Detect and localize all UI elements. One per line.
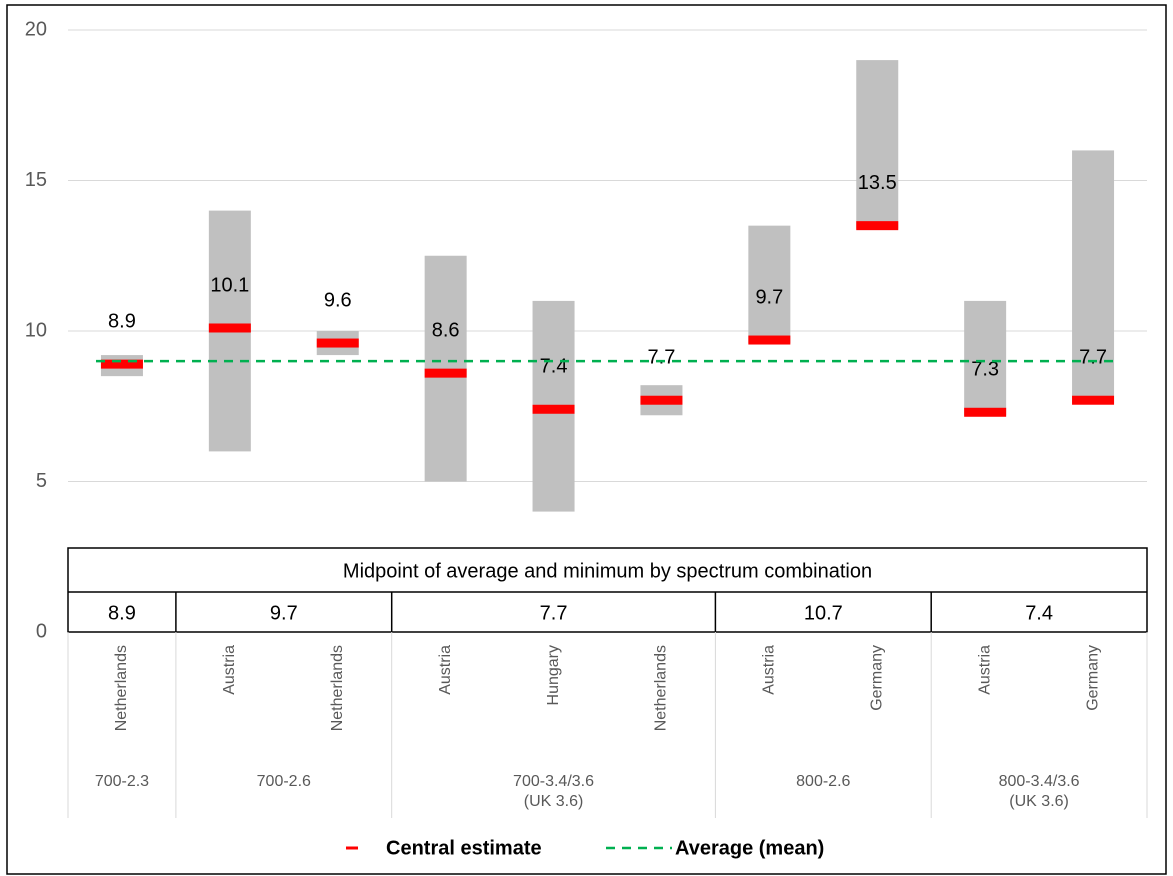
group-label: 800-3.4/3.6 (UK 3.6)	[998, 773, 1080, 810]
group-label: 700-2.6	[256, 773, 311, 790]
category-label: Austria	[437, 645, 454, 695]
data-label: 9.6	[324, 289, 352, 311]
data-label: 7.3	[971, 359, 999, 381]
category-label: Netherlands	[113, 645, 130, 731]
data-label: 7.7	[648, 347, 676, 369]
data-label: 13.5	[858, 172, 897, 194]
central-estimate	[748, 335, 791, 345]
central-estimate	[532, 404, 575, 414]
table-title: Midpoint of average and minimum by spect…	[343, 560, 872, 582]
data-label: 8.9	[108, 310, 136, 332]
group-label: 700-2.3	[94, 773, 150, 790]
category-label: Hungary	[545, 645, 562, 705]
midpoint-value: 10.7	[804, 602, 843, 624]
data-label: 7.4	[540, 356, 568, 378]
y-tick-label: 5	[36, 470, 47, 492]
y-tick-label: 10	[25, 319, 47, 341]
category-label: Germany	[1084, 645, 1101, 711]
y-tick-label: 15	[25, 169, 47, 191]
chart-frame	[6, 4, 1167, 875]
data-label: 8.6	[432, 319, 460, 341]
data-label: 7.7	[1079, 347, 1107, 369]
category-label: Austria	[976, 645, 993, 695]
legend-label: Central estimate	[386, 837, 542, 859]
group-label: 800-2.6	[796, 773, 851, 790]
category-label: Netherlands	[653, 645, 670, 731]
data-label: 9.7	[755, 286, 783, 308]
midpoint-value: 7.4	[1025, 602, 1053, 624]
range-bar	[856, 60, 899, 229]
midpoint-value: 9.7	[270, 602, 298, 624]
data-label: 10.1	[210, 274, 249, 296]
central-estimate	[640, 395, 683, 405]
central-estimate	[316, 338, 359, 348]
central-estimate	[424, 368, 467, 378]
range-bar	[748, 225, 791, 344]
y-tick-label: 20	[25, 18, 47, 40]
central-estimate	[208, 323, 251, 333]
central-estimate	[964, 407, 1007, 417]
range-bar	[964, 300, 1007, 416]
legend-label: Average (mean)	[675, 837, 824, 859]
range-bar	[424, 255, 467, 482]
category-label: Germany	[868, 645, 885, 711]
category-label: Austria	[761, 645, 778, 695]
central-estimate	[856, 221, 899, 231]
category-label: Netherlands	[329, 645, 346, 731]
midpoint-value: 8.9	[108, 602, 136, 624]
table-bg	[67, 547, 1148, 633]
central-estimate	[1072, 395, 1115, 405]
central-estimate	[100, 359, 143, 369]
y-tick-label: 0	[36, 620, 47, 642]
category-label: Austria	[221, 645, 238, 695]
group-label: 700-3.4/3.6 (UK 3.6)	[513, 773, 594, 810]
midpoint-value: 7.7	[540, 602, 568, 624]
